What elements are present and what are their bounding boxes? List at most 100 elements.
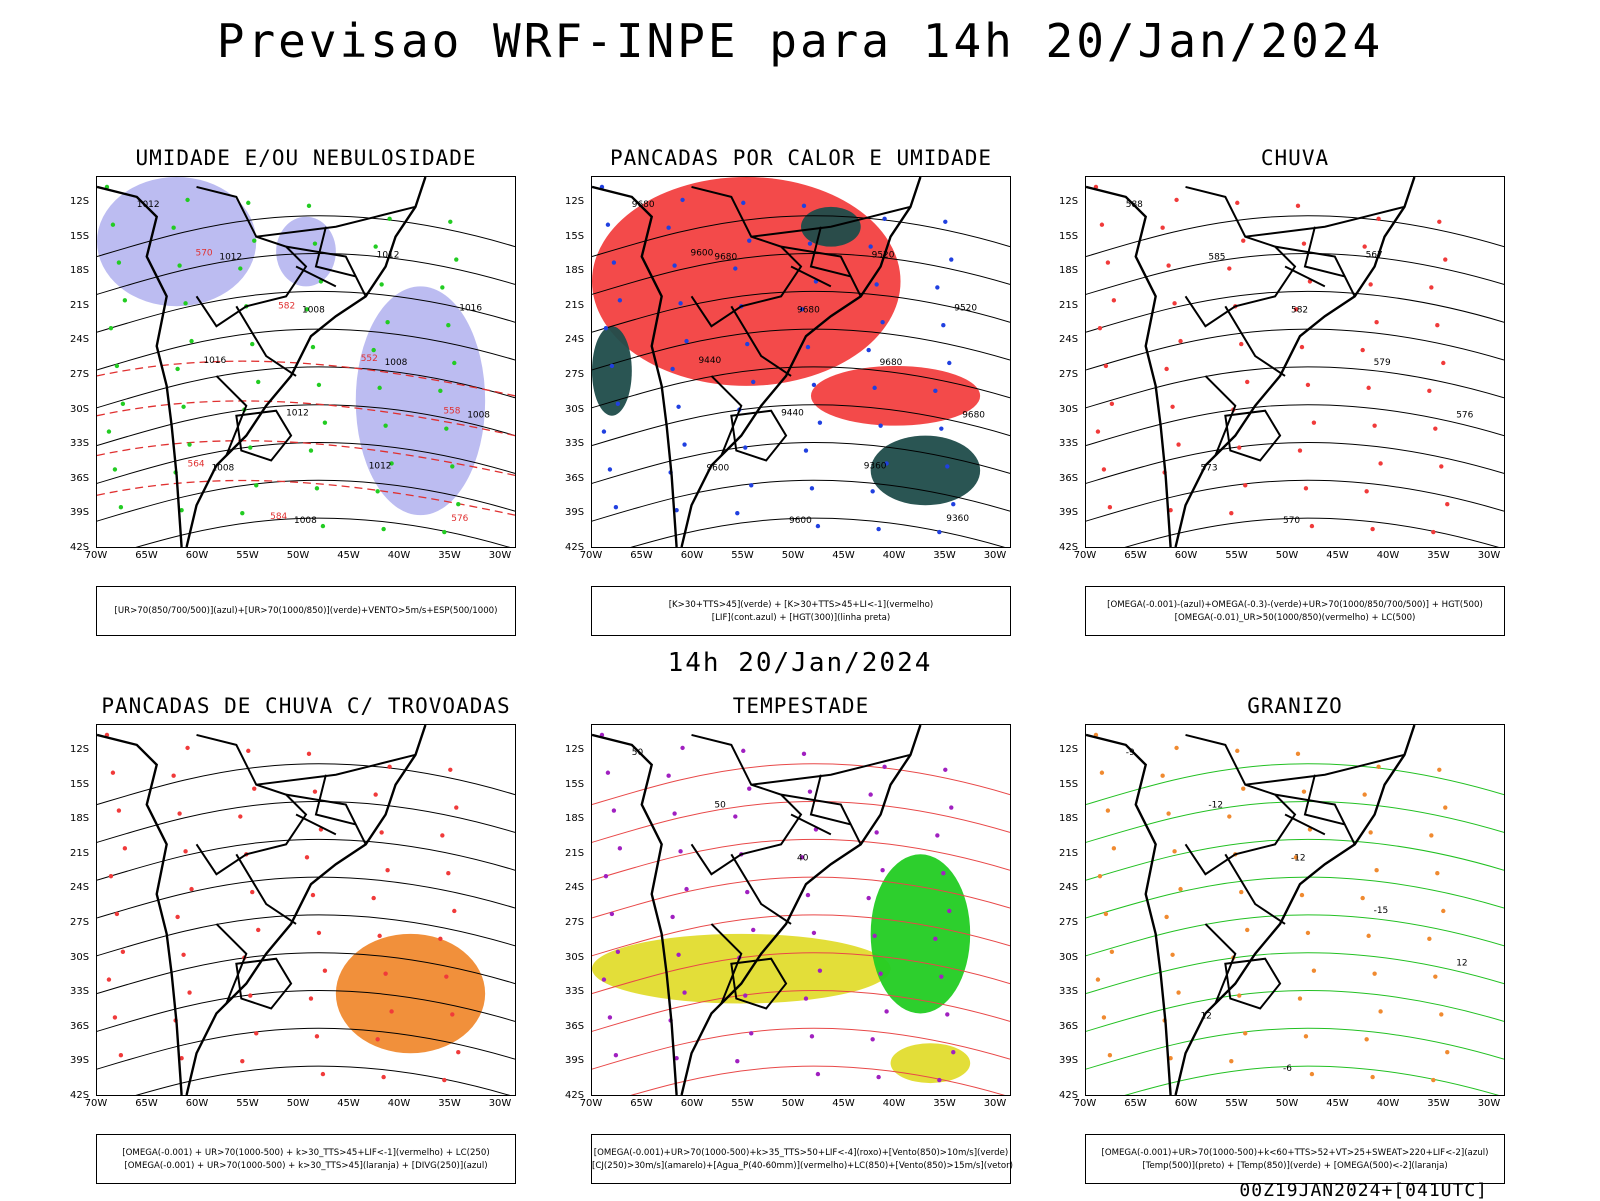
signal-dot [1362,244,1367,249]
lon-tick-label: 40W [1376,550,1400,561]
signal-dot [684,338,689,344]
state-borders [690,185,911,457]
signal-dot [1170,404,1175,409]
contour-line [1086,328,1504,371]
signal-dot [745,341,750,347]
signal-dot [1301,789,1307,794]
lon-tick-label: 45W [337,550,360,561]
lon-tick-label: 70W [1073,1098,1097,1109]
signal-dot [807,241,813,246]
contour-line [592,952,1010,995]
signal-dot [1239,889,1244,895]
lat-tick-label: 33S [70,438,90,450]
signal-dot [179,1056,184,1061]
signal-dot [1305,382,1311,388]
lat-tick-label: 12S [1059,196,1079,207]
shaded-region [335,933,486,1054]
signal-dot [1170,952,1175,957]
lat-tick-label: 21S [70,847,90,859]
signal-dot [185,745,190,751]
coastline [592,177,922,547]
signal-dot [1301,241,1307,246]
contour-label: 9600 [789,516,812,526]
signal-dot [252,786,257,791]
signal-dot [684,886,689,892]
signal-dot [733,266,738,271]
lat-tick-label: 30S [1059,403,1079,415]
lat-tick-label: 36S [565,472,585,484]
state-borders [195,185,416,457]
signal-dot [874,282,879,287]
map-svg: 50 50 40 [592,725,1010,1095]
lat-tick-label: 12S [565,196,585,207]
signal-dot [817,420,823,425]
signal-dot [1368,282,1373,287]
lon-tick-label: 70W [1073,550,1097,561]
lagoon-outline [235,409,293,462]
signal-dot [815,523,821,529]
signal-dot [1299,344,1305,350]
lat-tick-label: 18S [70,265,90,277]
signal-dot [371,895,376,901]
lon-tick-label: 70W [84,1098,108,1109]
contour-line [630,1065,1005,1095]
signal-dot [1431,529,1436,535]
lat-tick-label: 30S [565,951,585,963]
lon-tick-label: 35W [933,550,956,561]
signal-dot [175,366,180,372]
signal-dot [1239,341,1244,347]
contour-label: 579 [1374,358,1391,368]
lat-tick-label: 36S [1059,1020,1079,1032]
signal-dot [933,388,938,394]
signal-dot [878,971,883,976]
signal-dot [250,889,255,895]
contour-line [1086,838,1504,881]
signal-dot [1376,216,1381,221]
signal-dot [1427,388,1432,394]
legend-line: [K>30+TTS>45](verde) + [K>30+TTS>45+LI<-… [668,600,934,610]
shaded-region [870,854,971,1014]
contour-label: -9 [1126,748,1135,758]
signal-dot [603,873,609,879]
signal-dot [1445,1050,1450,1055]
signal-dot [676,404,681,409]
signal-dot [615,949,621,954]
signal-dot [1293,307,1299,312]
signal-dot [1372,423,1377,428]
signal-dot [609,363,615,369]
signal-dot [617,298,623,303]
lat-tick-label: 36S [565,1020,585,1032]
contour-label: 576 [1456,411,1473,421]
panel-granizo: GRANIZO -9 -12 -12 -15 12 12 -6 12S 15S 18S 21S 24S 2… [1059,694,1505,1194]
state-borders [1184,185,1405,457]
signal-dot [1178,338,1183,344]
signal-dot [1360,895,1365,901]
signal-dot [1107,505,1113,510]
signal-dot [438,936,443,942]
lon-tick-label: 55W [236,1098,259,1109]
lon-tick-label: 50W [1275,550,1299,561]
signal-dot [248,993,253,998]
signal-dot [246,748,251,754]
signal-dot [238,814,243,819]
signal-dot [1164,914,1169,920]
signal-dot [383,423,388,428]
thickness-line [97,400,515,437]
contour-line [1086,952,1504,995]
signal-dot [870,1037,875,1042]
signal-dot [1439,1012,1444,1017]
signal-dot [1235,748,1240,754]
signal-dot [1433,426,1438,431]
contour-line [592,800,1010,843]
contour-line [97,441,515,484]
lon-tick-label: 50W [286,550,310,561]
signal-dot [1243,1031,1248,1036]
signal-dot [308,448,314,453]
signal-dot [454,257,459,262]
lon-tick-label: 30W [1477,550,1501,561]
lat-tick-label: 27S [565,369,585,380]
contour-line [135,1065,510,1095]
signal-dot [1095,429,1101,434]
lat-tick-label: 12S [565,744,585,755]
signal-dot [807,789,813,794]
